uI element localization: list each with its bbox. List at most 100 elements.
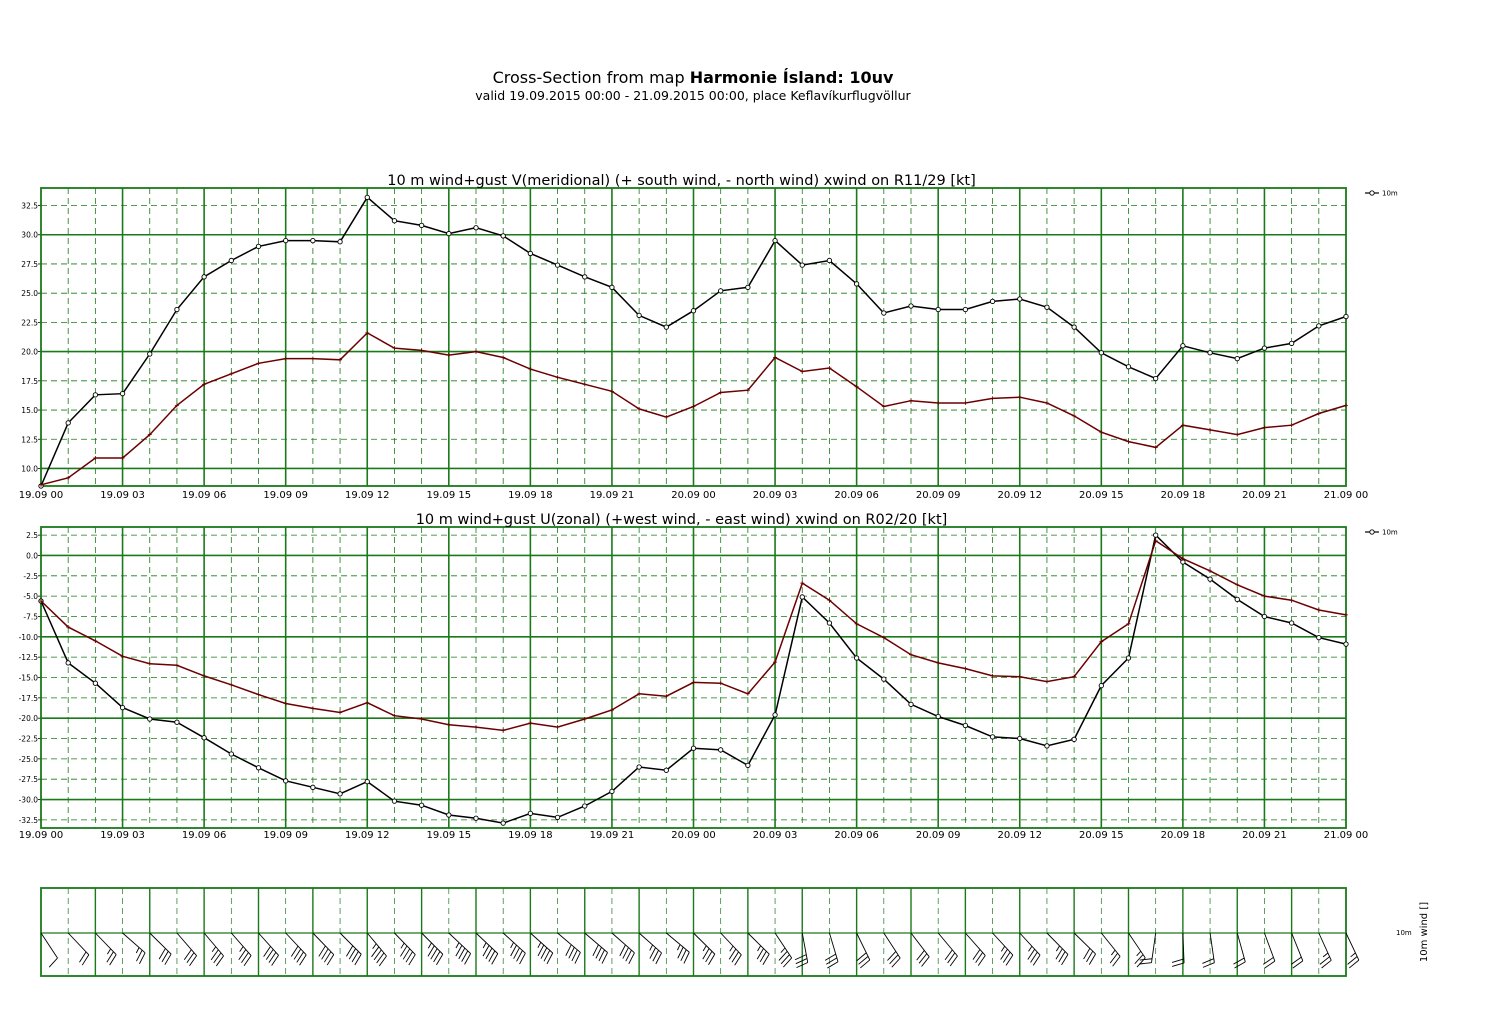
wind-barb-staff (95, 932, 117, 955)
x-tick-label: 19.09 15 (427, 830, 472, 841)
y-tick-label: -5.0 (23, 592, 38, 601)
wind-barb-half-feather (1322, 952, 1329, 958)
data-point-gust (691, 404, 696, 409)
data-point-gust (446, 722, 451, 727)
wind-barb-feather (571, 949, 578, 962)
wind-barb-feather (268, 952, 277, 963)
wind-barb-feather (780, 954, 790, 965)
wind-barb-feather (183, 949, 192, 961)
x-tick-label: 20.09 03 (753, 490, 798, 501)
data-point-wind (283, 778, 289, 784)
data-point-gust (66, 625, 71, 630)
wind-barb-half-feather (729, 945, 734, 952)
data-point-gust (609, 389, 614, 394)
wind-barb-half-feather (537, 942, 542, 949)
title-prefix: Cross-Section from map (492, 68, 685, 87)
x-tick-label: 20.09 00 (671, 490, 716, 501)
data-point-gust (392, 713, 397, 718)
data-point-wind (119, 704, 126, 711)
data-point-wind (446, 812, 452, 818)
data-point-gust (1262, 425, 1267, 430)
data-point-gust (120, 455, 125, 460)
data-point-wind (174, 306, 180, 313)
wind-barb-feather (1347, 956, 1358, 965)
wind-barb-feather (1086, 950, 1094, 963)
y-tick-label: 25.0 (21, 289, 38, 298)
data-point-gust (528, 721, 533, 726)
data-point-wind (446, 230, 452, 237)
wind-barb-staff (910, 932, 930, 958)
wind-barb-staff (258, 932, 279, 956)
wind-barb-feather (436, 954, 444, 966)
y-tick-label: -32.5 (19, 816, 39, 825)
wind-barb-staff (67, 932, 90, 956)
wind-barb-half-feather (455, 942, 460, 949)
data-point-wind (1125, 655, 1132, 661)
data-point-gust (909, 398, 913, 403)
wind-barb-feather (1172, 962, 1185, 967)
data-point-wind (500, 820, 506, 826)
wind-barb-feather (543, 950, 551, 962)
wind-barb-feather (1292, 960, 1304, 969)
data-point-gust (93, 455, 98, 460)
data-point-wind (663, 324, 669, 330)
wind-barb-staff (1264, 932, 1276, 962)
data-point-wind (1071, 324, 1077, 330)
wind-barb-feather (619, 944, 626, 957)
data-point-wind (391, 218, 398, 224)
wind-barb-feather (592, 944, 599, 956)
wind-barb-staff (176, 932, 197, 956)
data-point-gust (664, 415, 669, 420)
data-point-wind (582, 274, 588, 280)
wind-barb-feather (574, 952, 581, 964)
wind-barb-half-feather (106, 948, 112, 955)
x-tick-label: 20.09 03 (753, 830, 798, 841)
wind-barb-feather (402, 948, 411, 960)
wind-barb-half-feather (400, 942, 405, 949)
wind-barb-feather (921, 956, 930, 967)
y-tick-label: -25.0 (19, 755, 39, 764)
wind-barb-feather (794, 954, 807, 961)
wind-barb-feather (677, 946, 684, 959)
wind-barb-feather (238, 949, 247, 960)
y-tick-label: -17.5 (19, 694, 39, 703)
data-point-gust (66, 475, 71, 480)
x-tick-label: 19.09 09 (263, 490, 308, 501)
wind-barb-feather (916, 950, 925, 961)
data-point-wind (853, 655, 860, 661)
data-point-gust (1072, 413, 1077, 418)
wind-barb-staff (720, 932, 742, 956)
x-tick-label: 19.09 18 (508, 490, 553, 501)
wind-barb-staff (530, 932, 554, 954)
wind-barb-feather (243, 955, 252, 966)
data-point-gust (229, 371, 234, 376)
wind-barb-staff (801, 932, 809, 963)
wind-barb-feather (318, 945, 326, 957)
wind-barb-feather (158, 948, 166, 960)
data-point-gust (147, 432, 152, 437)
data-point-wind (391, 798, 398, 804)
y-tick-label: 32.5 (21, 202, 38, 211)
wind-barb-staff (992, 932, 1014, 956)
y-tick-label: 2.5 (26, 531, 38, 540)
wind-barb-half-feather (1000, 946, 1006, 952)
data-point-gust (800, 581, 805, 586)
wind-barb-feather (324, 951, 332, 963)
wind-barb-staff (937, 932, 958, 957)
data-point-gust (1126, 439, 1131, 444)
wind-barb-feather (79, 951, 87, 963)
data-point-wind (1234, 596, 1240, 603)
data-point-wind (636, 312, 642, 319)
data-point-wind (935, 306, 941, 313)
data-point-wind (609, 284, 615, 290)
wind-barb-feather (537, 944, 545, 957)
data-point-wind (1234, 355, 1240, 362)
wind-barb-feather (708, 953, 716, 965)
wind-barb-half-feather (135, 947, 140, 954)
wind-barb-half-feather (780, 947, 786, 953)
data-point-gust (745, 691, 750, 696)
data-point-wind (364, 194, 370, 200)
wind-barb-half-feather (1136, 950, 1142, 957)
wind-barb-feather (731, 951, 739, 963)
wind-barb-feather (321, 948, 329, 960)
